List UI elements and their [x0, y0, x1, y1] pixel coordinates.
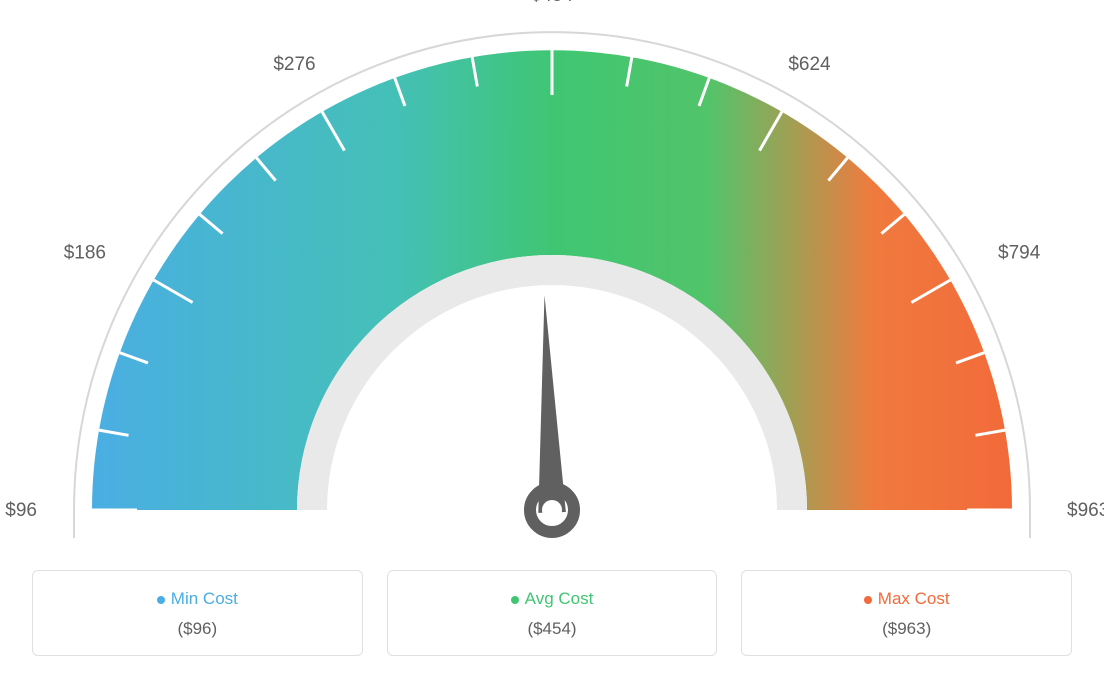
- legend-card-min: Min Cost ($96): [32, 570, 363, 656]
- legend-title-avg: Avg Cost: [400, 589, 705, 609]
- legend-label: Min Cost: [171, 589, 238, 608]
- gauge-chart: $96 $186 $276 $454 $624 $794 $963: [0, 0, 1104, 560]
- legend-row: Min Cost ($96) Avg Cost ($454) Max Cost …: [32, 570, 1072, 656]
- svg-text:$454: $454: [531, 0, 574, 6]
- legend-card-avg: Avg Cost ($454): [387, 570, 718, 656]
- legend-label: Avg Cost: [525, 589, 594, 608]
- dot-icon: [511, 596, 519, 604]
- legend-label: Max Cost: [878, 589, 950, 608]
- legend-value-max: ($963): [754, 619, 1059, 639]
- legend-card-max: Max Cost ($963): [741, 570, 1072, 656]
- svg-text:$276: $276: [273, 54, 315, 75]
- svg-text:$186: $186: [64, 243, 106, 264]
- svg-text:$624: $624: [788, 54, 831, 75]
- legend-title-max: Max Cost: [754, 589, 1059, 609]
- svg-text:$96: $96: [5, 500, 37, 521]
- dot-icon: [864, 596, 872, 604]
- legend-value-avg: ($454): [400, 619, 705, 639]
- svg-text:$794: $794: [998, 243, 1041, 264]
- legend-title-min: Min Cost: [45, 589, 350, 609]
- dot-icon: [157, 596, 165, 604]
- legend-value-min: ($96): [45, 619, 350, 639]
- svg-text:$963: $963: [1067, 500, 1104, 521]
